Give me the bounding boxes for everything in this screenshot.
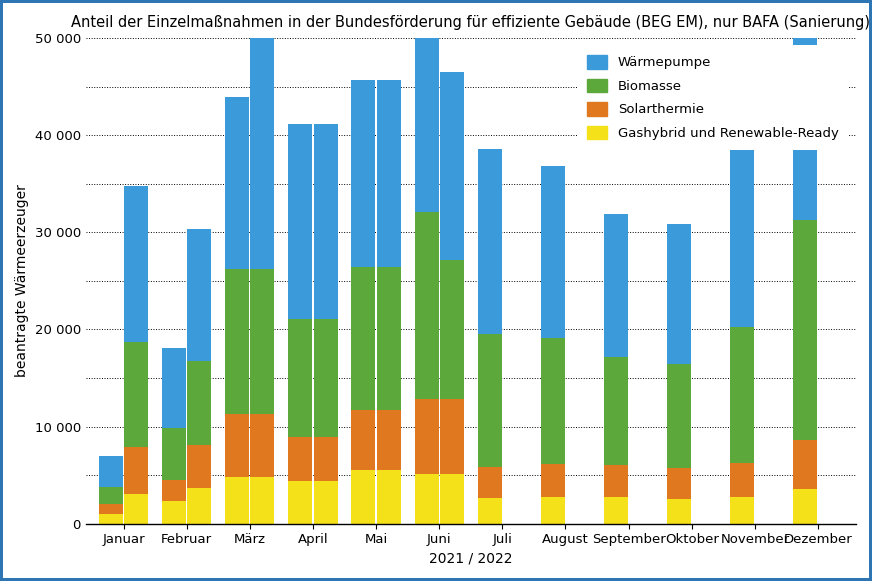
Bar bbox=[124, 186, 148, 342]
Bar bbox=[187, 488, 211, 523]
Bar bbox=[478, 467, 501, 498]
Bar bbox=[478, 149, 501, 334]
Bar bbox=[541, 497, 565, 523]
Bar bbox=[604, 497, 628, 523]
Bar bbox=[351, 470, 376, 523]
Y-axis label: beantragte Wärmeerzeuger: beantragte Wärmeerzeuger bbox=[15, 185, 29, 377]
Bar bbox=[414, 399, 439, 474]
Bar bbox=[478, 334, 501, 467]
Bar bbox=[314, 124, 337, 319]
Bar bbox=[124, 342, 148, 447]
Bar bbox=[314, 319, 337, 437]
Bar bbox=[730, 497, 754, 523]
Bar bbox=[351, 80, 376, 267]
Bar bbox=[289, 481, 312, 523]
Bar bbox=[250, 414, 275, 477]
Bar bbox=[289, 124, 312, 319]
Bar bbox=[604, 465, 628, 497]
Bar bbox=[667, 468, 691, 500]
Bar bbox=[162, 501, 186, 523]
Bar bbox=[377, 80, 401, 267]
Bar bbox=[730, 327, 754, 462]
Bar bbox=[377, 410, 401, 470]
Bar bbox=[99, 504, 123, 514]
Bar bbox=[225, 414, 249, 477]
Bar bbox=[250, 477, 275, 523]
Bar bbox=[99, 487, 123, 504]
Bar bbox=[439, 72, 464, 260]
Bar bbox=[604, 357, 628, 465]
Bar bbox=[414, 474, 439, 523]
Bar bbox=[478, 498, 501, 523]
Title: Anteil der Einzelmaßnahmen in der Bundesförderung für effiziente Gebäude (BEG EM: Anteil der Einzelmaßnahmen in der Bundes… bbox=[72, 15, 870, 30]
Bar bbox=[377, 267, 401, 410]
Bar bbox=[250, 21, 275, 269]
Bar bbox=[414, 0, 439, 212]
X-axis label: 2021 / 2022: 2021 / 2022 bbox=[429, 552, 513, 566]
Bar bbox=[225, 269, 249, 414]
Bar bbox=[439, 474, 464, 523]
Bar bbox=[162, 348, 186, 428]
Bar bbox=[351, 267, 376, 410]
Bar bbox=[604, 214, 628, 357]
Bar bbox=[439, 260, 464, 399]
Bar bbox=[187, 229, 211, 361]
Bar bbox=[162, 480, 186, 501]
Bar bbox=[250, 269, 275, 414]
Bar bbox=[99, 514, 123, 523]
Bar bbox=[289, 319, 312, 437]
Bar bbox=[794, 440, 817, 489]
Bar bbox=[314, 481, 337, 523]
Bar bbox=[794, 489, 817, 523]
Bar bbox=[225, 477, 249, 523]
Bar bbox=[314, 437, 337, 481]
Bar bbox=[667, 364, 691, 468]
Bar bbox=[541, 338, 565, 464]
Bar bbox=[794, 220, 817, 440]
Bar bbox=[377, 470, 401, 523]
Bar bbox=[187, 445, 211, 488]
Bar bbox=[794, 0, 817, 220]
Bar bbox=[667, 500, 691, 523]
Bar bbox=[730, 127, 754, 327]
Bar bbox=[541, 166, 565, 338]
Bar bbox=[439, 399, 464, 474]
Bar bbox=[225, 98, 249, 269]
Bar bbox=[351, 410, 376, 470]
Bar bbox=[124, 494, 148, 523]
Bar bbox=[187, 361, 211, 445]
Bar bbox=[730, 462, 754, 497]
Legend: Wärmepumpe, Biomasse, Solarthermie, Gashybrid und Renewable-Ready: Wärmepumpe, Biomasse, Solarthermie, Gash… bbox=[577, 45, 849, 150]
Bar bbox=[124, 447, 148, 494]
Bar bbox=[162, 428, 186, 480]
Bar bbox=[414, 212, 439, 399]
Bar bbox=[667, 224, 691, 364]
Bar bbox=[99, 456, 123, 487]
Bar bbox=[541, 464, 565, 497]
Bar bbox=[289, 437, 312, 481]
